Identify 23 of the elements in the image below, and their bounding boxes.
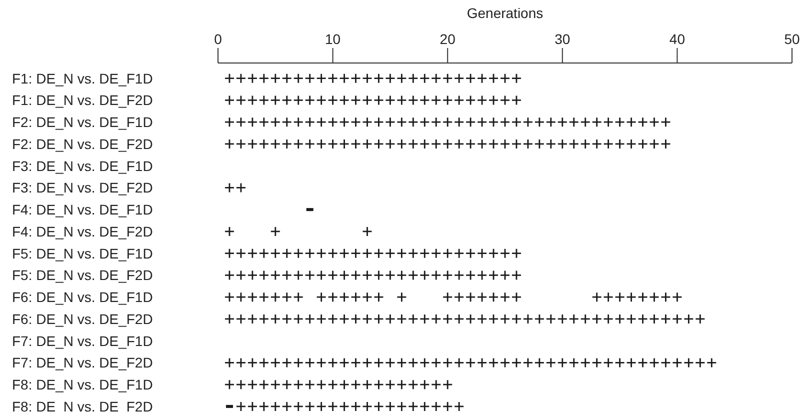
y-tick-label: F1: DE_N vs. DE_F1D: [12, 70, 153, 86]
x-tick-label: 40: [669, 31, 686, 47]
y-tick-label: F1: DE_N vs. DE_F2D: [12, 92, 153, 108]
y-tick-label: F7: DE_N vs. DE_F1D: [12, 332, 153, 349]
x-tick-label: 10: [325, 31, 341, 47]
y-tick-label: F5: DE_N vs. DE_F2D: [12, 267, 153, 284]
x-tick-label: 20: [440, 31, 456, 47]
x-tick-label: 30: [554, 31, 570, 47]
y-tick-label: F8: DE_N vs. DE_F1D: [12, 376, 153, 393]
y-tick-label: F2: DE_N vs. DE_F2D: [12, 136, 153, 152]
x-tick-label: 50: [784, 31, 800, 47]
y-tick-label: F8: DE_N vs. DE_F2D: [12, 398, 153, 414]
y-tick-label: F3: DE_N vs. DE_F1D: [12, 158, 153, 174]
y-tick-label: F4: DE_N vs. DE_F1D: [12, 202, 153, 218]
y-tick-label: F4: DE_N vs. DE_F2D: [12, 223, 153, 240]
x-axis-title: Generations: [466, 4, 544, 21]
y-tick-label: F6: DE_N vs. DE_F2D: [12, 310, 153, 327]
y-tick-label: F6: DE_N vs. DE_F1D: [12, 289, 153, 306]
y-tick-label: F3: DE_N vs. DE_F2D: [12, 180, 153, 196]
y-tick-label: F2: DE_N vs. DE_F1D: [12, 114, 153, 130]
x-tick-label: 0: [214, 31, 222, 47]
y-tick-label: F5: DE_N vs. DE_F1D: [12, 245, 153, 262]
y-tick-label: F7: DE_N vs. DE_F2D: [12, 354, 153, 371]
